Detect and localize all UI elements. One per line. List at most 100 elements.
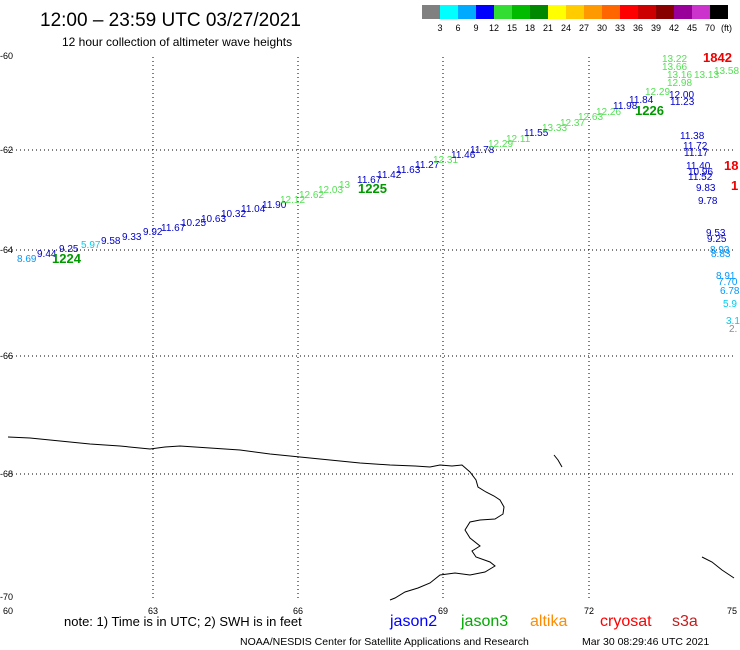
wave-height-label: 13.22 [662,54,687,65]
wave-height-label: 13.33 [542,123,567,134]
wave-height-label: 11.42 [377,170,402,181]
wave-height-label: 8.93 [710,245,730,256]
wave-height-label: 11.84 [629,95,654,106]
color-scale-threshold: 42 [669,23,679,33]
lon-label: 63 [148,606,158,616]
pass-time-label: 1225 [358,181,387,196]
wave-height-label: 9.53 [706,228,726,239]
lat-label: -68 [0,469,13,479]
color-scale-swatch [638,5,656,19]
color-scale-swatch [530,5,548,19]
wave-height-label: 12.29 [488,139,513,150]
wave-height-label: 11.23 [670,97,695,108]
coastline-segment [553,454,563,468]
color-scale-threshold: 39 [651,23,661,33]
wave-height-label: 11.27 [415,160,440,171]
satellite-legend-jason2: jason2 [389,613,437,630]
wave-height-labels: 8.69 9.44 9.25 5.97 9.58 9.33 9.9211.6710.2510… [17,54,740,335]
wave-height-label: 9.25 [59,244,79,255]
color-scale-threshold: 6 [455,23,460,33]
wave-height-label: 11.98 [613,101,638,112]
color-scale-threshold: 9 [473,23,478,33]
lat-label: -60 [0,51,13,61]
color-scale-swatch [548,5,566,19]
wave-height-label: 11.72 [683,141,708,152]
lon-label: 69 [438,606,448,616]
color-scale-swatch [566,5,584,19]
wave-height-label: 7.70 [718,277,738,288]
pass-time-label: 18 [724,158,738,173]
wave-height-label: 11.78 [470,145,495,156]
lat-label: -62 [0,145,13,155]
wave-height-label: 12.12 [280,195,305,206]
color-scale-swatch [710,5,728,19]
wave-height-label: 9.44 [37,249,57,260]
color-scale-swatch [458,5,476,19]
lon-label: 60 [3,606,13,616]
wave-height-label: 11.46 [451,150,476,161]
graticule [8,57,734,600]
wave-height-label: 9.92 [143,227,163,238]
pass-time-label: 1224 [52,251,82,266]
lon-label: 75 [727,606,737,616]
footer-credit: NOAA/NESDIS Center for Satellite Applica… [240,636,529,648]
color-scale-swatch [512,5,530,19]
wave-height-label: 11.55 [524,128,549,139]
color-scale-swatch [602,5,620,19]
color-scale-threshold: 24 [561,23,571,33]
wave-height-label: 9.25 [707,234,727,245]
wave-height-label: 11.38 [680,131,705,142]
wave-height-label: 12.26 [596,107,621,118]
color-scale-swatch [692,5,710,19]
color-scale-swatch [656,5,674,19]
wave-height-label: 5.9 [723,299,737,310]
color-scale-threshold: 30 [597,23,607,33]
coastline-segment [701,556,735,579]
coastline-segment [7,436,505,601]
wave-height-label: 11.67 [161,223,186,234]
pass-time-label: 1226 [635,103,664,118]
coastline [7,436,735,601]
satellite-legend-altika: altika [530,613,567,630]
color-scale-threshold: 33 [615,23,625,33]
lon-label: 72 [584,606,594,616]
color-scale-threshold: 15 [507,23,517,33]
wave-height-label: 13.16 [667,70,692,81]
color-scale-threshold: 70 [705,23,715,33]
wave-height-label: 6.78 [720,286,740,297]
wave-height-label: 12.29 [645,87,670,98]
wave-height-label: 3.1 [726,316,740,327]
lon-label: 66 [293,606,303,616]
wave-height-label: 12.00 [669,90,694,101]
color-scale-swatch [476,5,494,19]
wave-height-label: 13.66 [662,62,687,73]
wave-height-label: 12.62 [299,190,324,201]
color-scale-threshold: 45 [687,23,697,33]
color-scale-swatch [620,5,638,19]
wave-height-label: 8.83 [711,249,731,260]
color-scale-threshold: 18 [525,23,535,33]
satellite-legend-cryosat: cryosat [600,613,652,630]
satellite-legend-s3a: s3a [672,613,698,630]
wave-height-label: 10.32 [221,209,246,220]
wave-height-label: 12.11 [506,134,531,145]
color-scale-swatch [584,5,602,19]
wave-height-label: 9.83 [696,183,716,194]
wave-height-label: 13.13 [694,70,719,81]
wave-height-label: 11.90 [262,200,287,211]
wave-height-label: 12.37 [560,118,585,129]
wave-height-label: 2. [729,324,737,335]
lat-label: -70 [0,592,13,602]
pass-time-label: 1 [731,178,738,193]
pass-time-labels: 1224 1225 1226 1842 18 1 [52,50,738,266]
color-scale-threshold: 12 [489,23,499,33]
wave-height-label: 12.63 [578,112,603,123]
wave-height-label: 10.63 [201,214,226,225]
lat-label: -64 [0,245,13,255]
color-scale-swatch [440,5,458,19]
color-scale-swatch [674,5,692,19]
color-scale-threshold: 21 [543,23,553,33]
wave-height-label: 11.67 [357,175,382,186]
color-scale-unit: (ft) [721,23,732,33]
